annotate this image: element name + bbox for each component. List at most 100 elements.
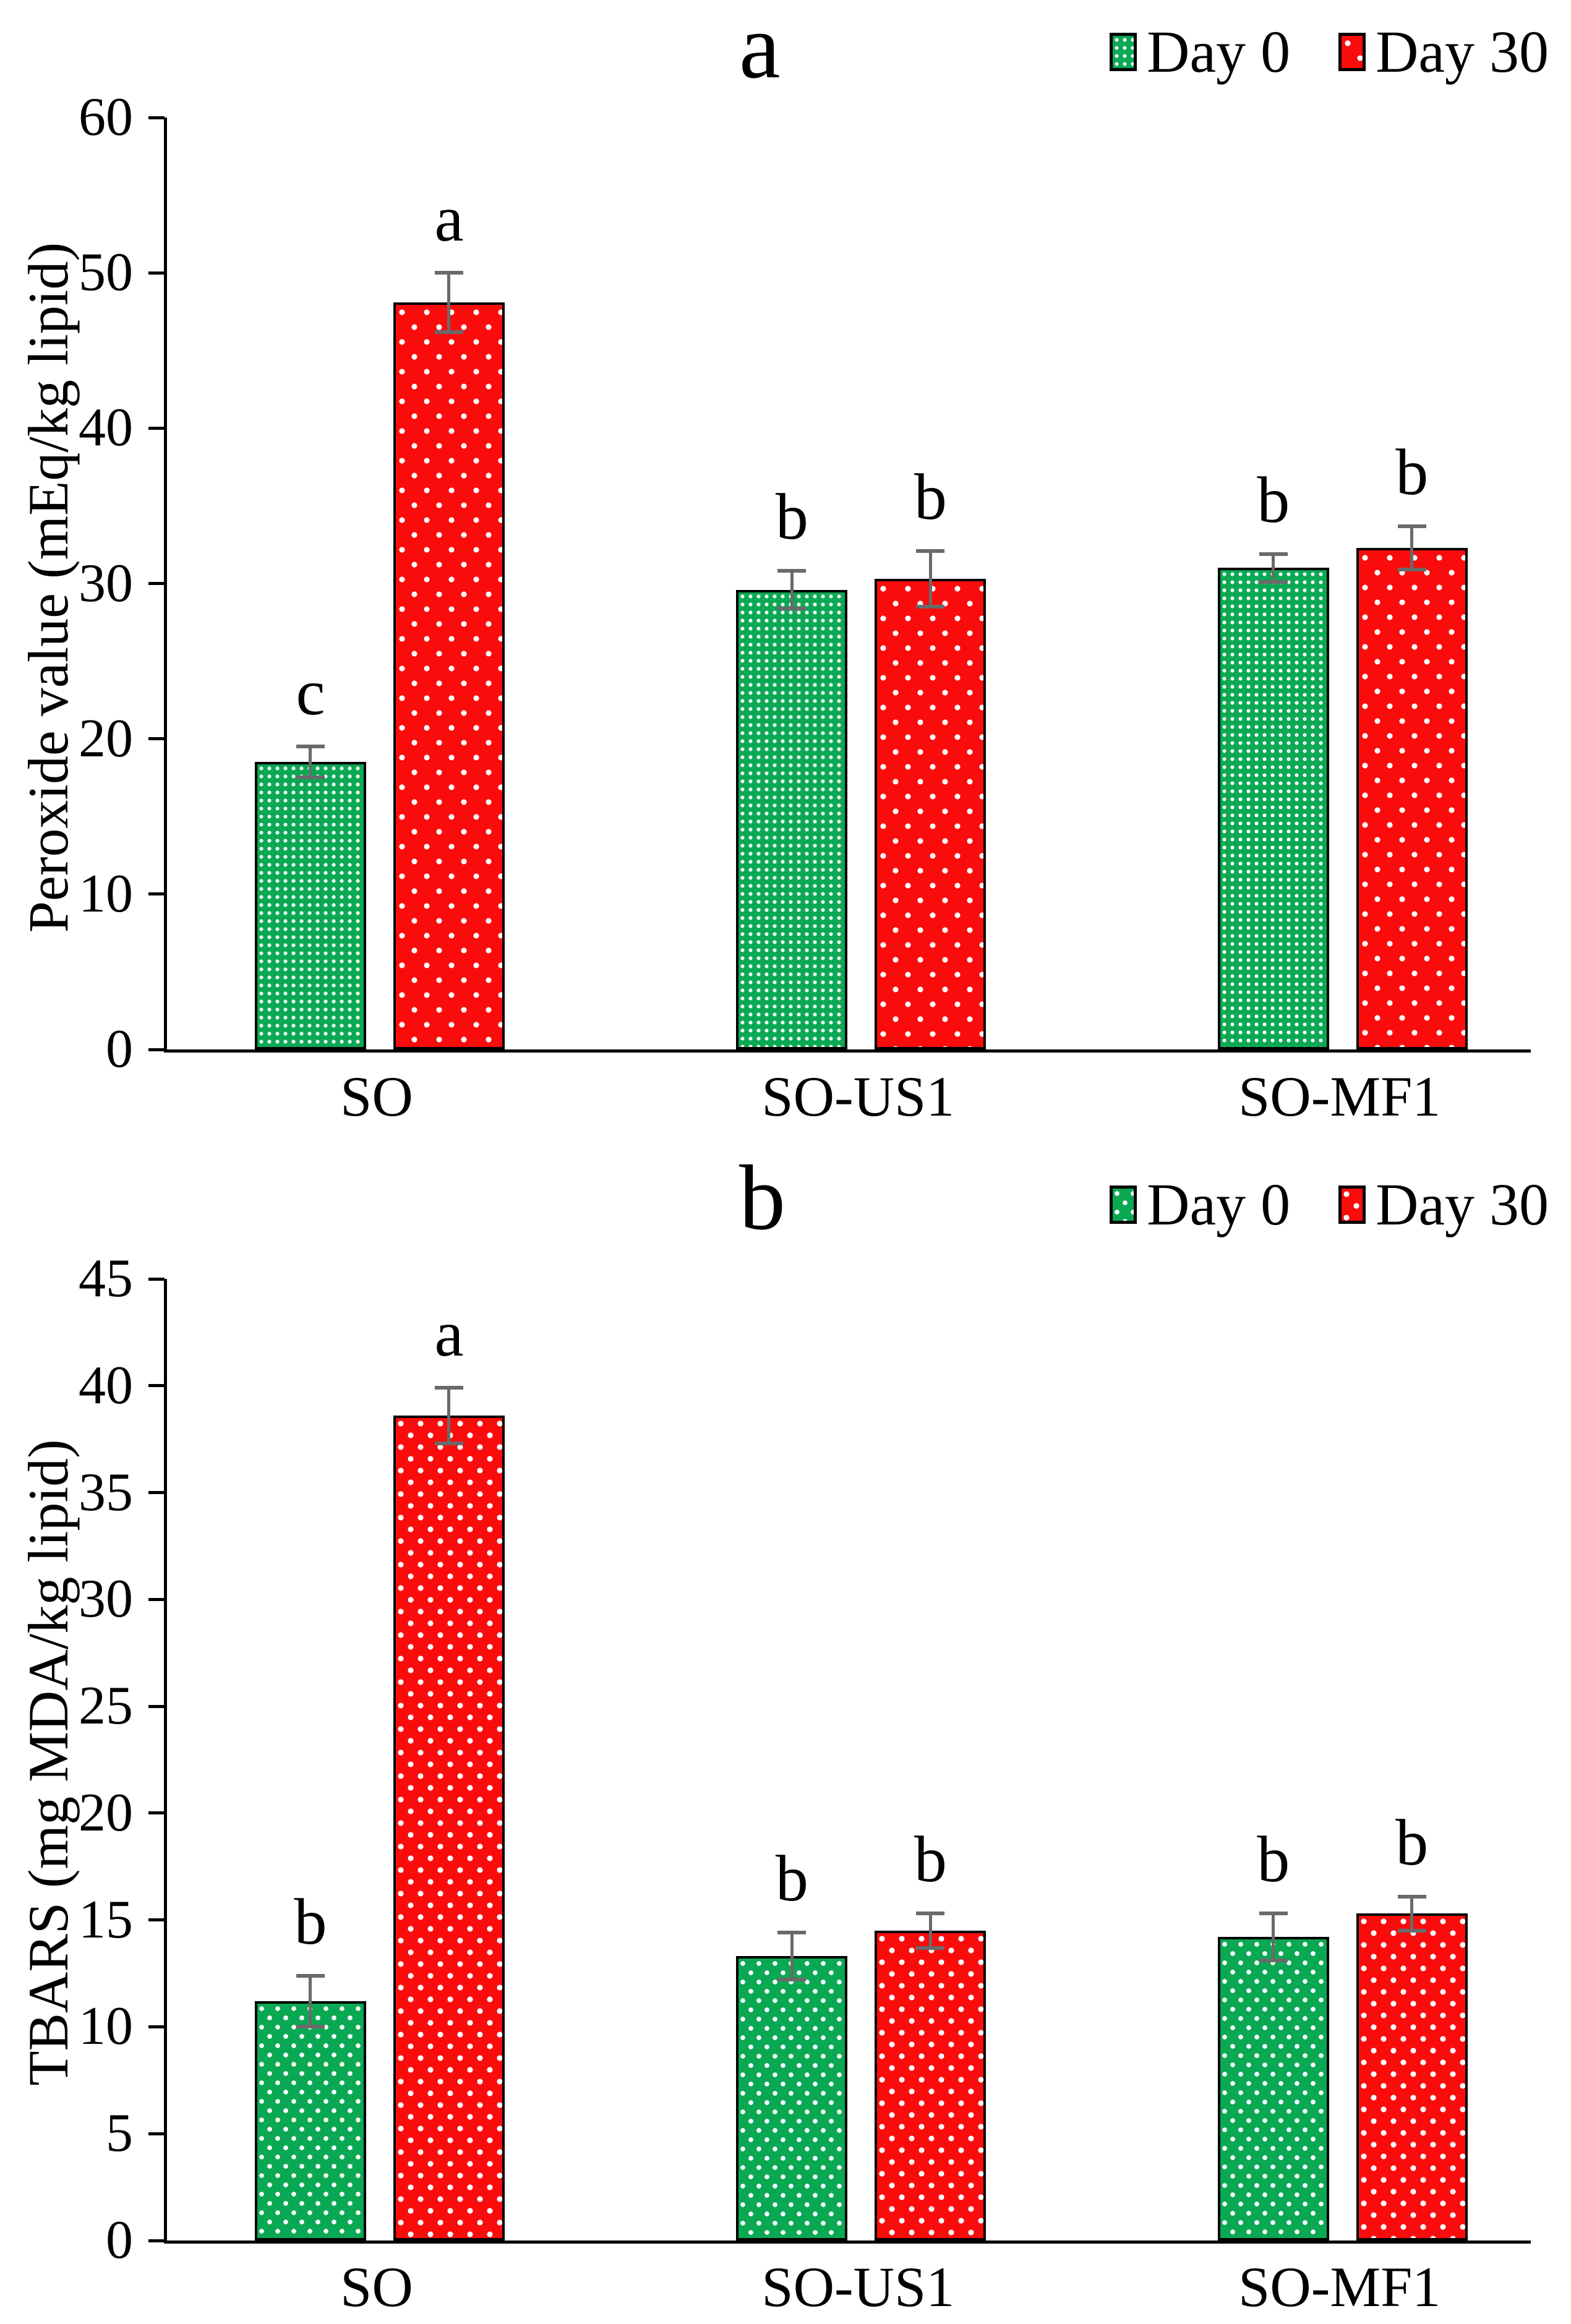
error-bar-bottom-cap [777,606,807,610]
legend-b-day0-label: Day 0 [1147,1171,1291,1237]
error-bar-bottom-cap [916,605,945,609]
error-bar [790,571,794,609]
error-bar [928,550,932,607]
x-category-label: SO [340,2255,413,2318]
error-bar [790,1933,794,1980]
x-category-label: SO-MF1 [1238,2255,1441,2318]
significance-letter: b [1257,463,1290,536]
significance-letter: b [914,1823,947,1896]
y-axis-tick [148,1918,165,1922]
y-axis-tick-label: 30 [79,1569,133,1630]
bar-day30-so-us1 [875,1930,987,2241]
significance-letter: a [434,1297,464,1370]
panel-b-y-axis-title: TBARS (mg MDA/kg lipid) [17,1439,80,2086]
error-bar-top-cap [916,549,945,553]
y-axis-tick [148,737,165,741]
y-axis-tick-label: 0 [106,1019,133,1079]
error-bar [928,1913,932,1948]
day0-swatch-icon [1110,33,1137,71]
error-bar-bottom-cap [1397,567,1426,571]
error-bar-top-cap [1397,1894,1426,1899]
error-bar-top-cap [434,1386,463,1390]
legend-b: Day 0 Day 30 [1110,1175,1549,1234]
legend-a-day0-label: Day 0 [1147,19,1291,85]
panel-a-label: a [739,0,781,98]
y-axis-tick-label: 45 [79,1249,133,1309]
error-bar-top-cap [434,271,463,275]
y-axis-tick-label: 20 [79,1782,133,1843]
x-category-label: SO-US1 [761,2255,955,2318]
significance-letter: b [294,1885,327,1958]
error-bar-bottom-cap [1259,1959,1288,1963]
error-bar [309,1975,312,2027]
y-axis-tick-label: 40 [79,398,133,458]
legend-a: Day 0 Day 30 [1110,22,1549,82]
y-axis-tick [148,1048,165,1051]
y-axis-tick [148,2239,165,2242]
error-bar-bottom-cap [1259,579,1288,584]
y-axis-tick-label: 40 [79,1355,133,1416]
significance-letter: b [775,1842,808,1915]
legend-b-item-day0: Day 0 [1110,1175,1290,1234]
error-bar-bottom-cap [296,2025,325,2029]
x-category-label: SO-US1 [761,1065,955,1128]
bar-day30-so-mf1 [1356,1913,1468,2241]
error-bar-bottom-cap [434,1442,463,1446]
y-axis-tick [148,2132,165,2135]
significance-letter: c [296,656,325,729]
error-bar-top-cap [1259,552,1288,556]
bar-day30-so [393,1416,505,2241]
y-axis-tick-label: 35 [79,1462,133,1523]
x-category-label: SO [340,1065,413,1128]
y-axis-tick-label: 50 [79,242,133,303]
y-axis-tick-label: 20 [79,708,133,769]
y-axis-tick-label: 10 [79,1996,133,2057]
legend-a-item-day0: Day 0 [1110,22,1290,82]
y-axis-tick [148,271,165,275]
error-bar [447,273,451,332]
bar-day0-so [254,2001,366,2241]
y-axis-tick [148,1277,165,1281]
error-bar-top-cap [916,1912,945,1916]
y-axis-tick-label: 25 [79,1676,133,1737]
y-axis-tick-label: 5 [106,2103,133,2164]
legend-b-item-day30: Day 30 [1338,1175,1549,1234]
significance-letter: b [775,481,808,553]
error-bar-bottom-cap [434,330,463,334]
y-axis-tick [148,1384,165,1388]
day0-swatch-icon [1110,1185,1137,1224]
y-axis-tick [148,116,165,119]
day30-swatch-icon [1338,33,1366,71]
bar-day0-so-us1 [736,589,848,1049]
error-bar-bottom-cap [916,1946,945,1950]
y-axis-tick [148,1704,165,1708]
y-axis-tick-label: 60 [79,87,133,147]
y-axis-tick [148,1597,165,1601]
bar-day0-so [254,762,366,1049]
y-axis-tick [148,1811,165,1815]
significance-letter: b [1395,1806,1429,1879]
y-axis-tick-label: 0 [106,2210,133,2270]
y-axis-tick-label: 30 [79,553,133,613]
error-bar-top-cap [777,1931,807,1935]
y-axis-tick-label: 10 [79,863,133,924]
error-bar-top-cap [296,1973,325,1978]
error-bar-top-cap [1397,524,1426,528]
bar-day0-so-mf1 [1217,568,1329,1049]
y-axis-tick [148,426,165,430]
error-bar-bottom-cap [1397,1928,1426,1933]
y-axis-tick [148,1491,165,1495]
y-axis-tick-label: 15 [79,1889,133,1950]
error-bar [309,746,312,778]
error-bar-top-cap [296,745,325,749]
x-category-label: SO-MF1 [1238,1065,1441,1128]
y-axis-tick [148,582,165,585]
error-bar-bottom-cap [777,1978,807,1982]
day30-swatch-icon [1338,1185,1366,1224]
legend-b-day30-label: Day 30 [1376,1171,1549,1237]
error-bar [447,1388,451,1444]
error-bar [1272,553,1275,582]
significance-letter: b [1395,435,1429,508]
panel-a-plot-area: 0 10 20 30 40 50 60 c a b b b b [79,89,1531,1078]
significance-letter: a [434,182,464,255]
